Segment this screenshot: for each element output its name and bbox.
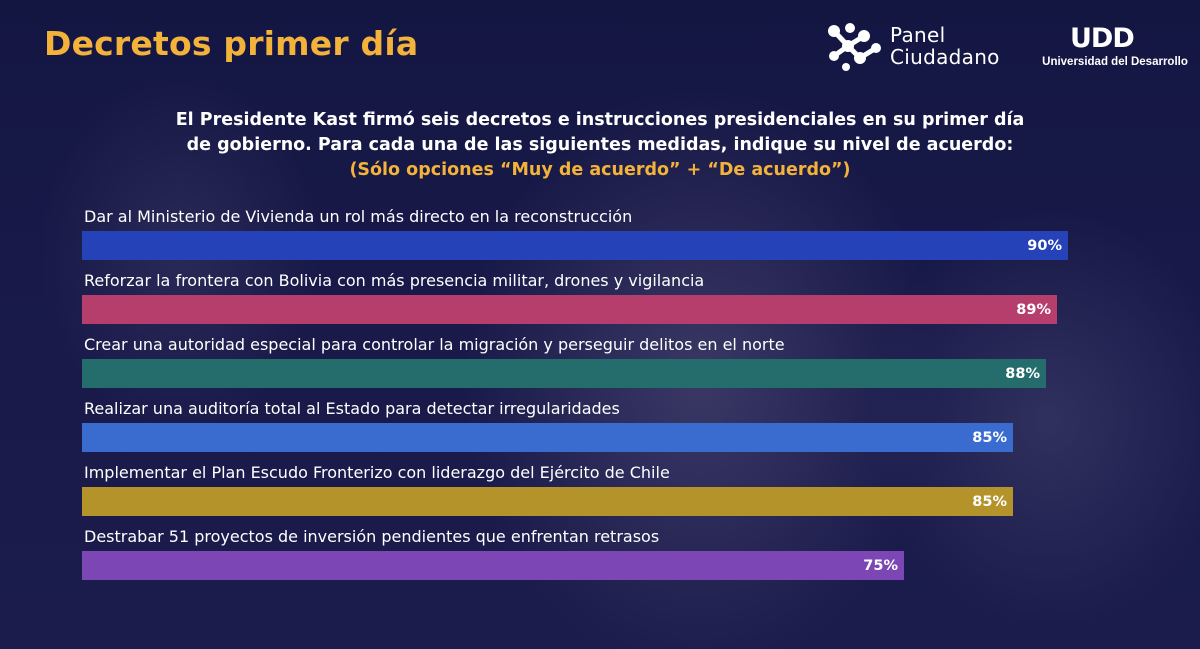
udd-logo-name: Universidad del Desarrollo bbox=[1042, 56, 1188, 68]
panel-logo-line1: Panel bbox=[890, 23, 946, 47]
panel-logo-line2: Ciudadano bbox=[890, 45, 1000, 69]
bar-item: Implementar el Plan Escudo Fronterizo co… bbox=[82, 463, 1082, 523]
bar: 88% bbox=[82, 359, 1046, 388]
panel-ciudadano-icon bbox=[828, 23, 881, 71]
bar-item: Crear una autoridad especial para contro… bbox=[82, 335, 1082, 395]
bar-item: Destrabar 51 proyectos de inversión pend… bbox=[82, 527, 1082, 587]
bar-category-label: Reforzar la frontera con Bolivia con más… bbox=[84, 271, 705, 290]
bar-category-label: Realizar una auditoría total al Estado p… bbox=[84, 399, 620, 418]
bar: 89% bbox=[82, 295, 1057, 324]
bar-category-label: Dar al Ministerio de Vivienda un rol más… bbox=[84, 207, 633, 226]
bar: 85% bbox=[82, 423, 1013, 452]
page-title: Decretos primer día bbox=[44, 24, 419, 63]
bar-value-label: 85% bbox=[972, 494, 1007, 510]
bar-item: Dar al Ministerio de Vivienda un rol más… bbox=[82, 207, 1082, 267]
panel-ciudadano-logo: Panel Ciudadano bbox=[826, 22, 1016, 74]
udd-logo: UDD Universidad del Desarrollo bbox=[1040, 24, 1190, 72]
bar-value-label: 85% bbox=[972, 430, 1007, 446]
bar-item: Realizar una auditoría total al Estado p… bbox=[82, 399, 1082, 459]
survey-question: El Presidente Kast firmó seis decretos e… bbox=[120, 108, 1080, 183]
bar: 90% bbox=[82, 231, 1068, 260]
question-line-2: de gobierno. Para cada una de las siguie… bbox=[186, 135, 1014, 155]
bar-item: Reforzar la frontera con Bolivia con más… bbox=[82, 271, 1082, 331]
bar-category-label: Destrabar 51 proyectos de inversión pend… bbox=[84, 527, 660, 546]
bar-value-label: 88% bbox=[1005, 366, 1040, 382]
bar-category-label: Crear una autoridad especial para contro… bbox=[84, 335, 785, 354]
bar-value-label: 89% bbox=[1016, 302, 1051, 318]
bar: 75% bbox=[82, 551, 904, 580]
bar-value-label: 90% bbox=[1027, 238, 1062, 254]
question-line-1: El Presidente Kast firmó seis decretos e… bbox=[175, 110, 1025, 130]
bar: 85% bbox=[82, 487, 1013, 516]
udd-logo-mark: UDD bbox=[1070, 23, 1135, 54]
question-note: (Sólo opciones “Muy de acuerdo” + “De ac… bbox=[349, 160, 851, 180]
bar-category-label: Implementar el Plan Escudo Fronterizo co… bbox=[84, 463, 670, 482]
bar-value-label: 75% bbox=[863, 558, 898, 574]
